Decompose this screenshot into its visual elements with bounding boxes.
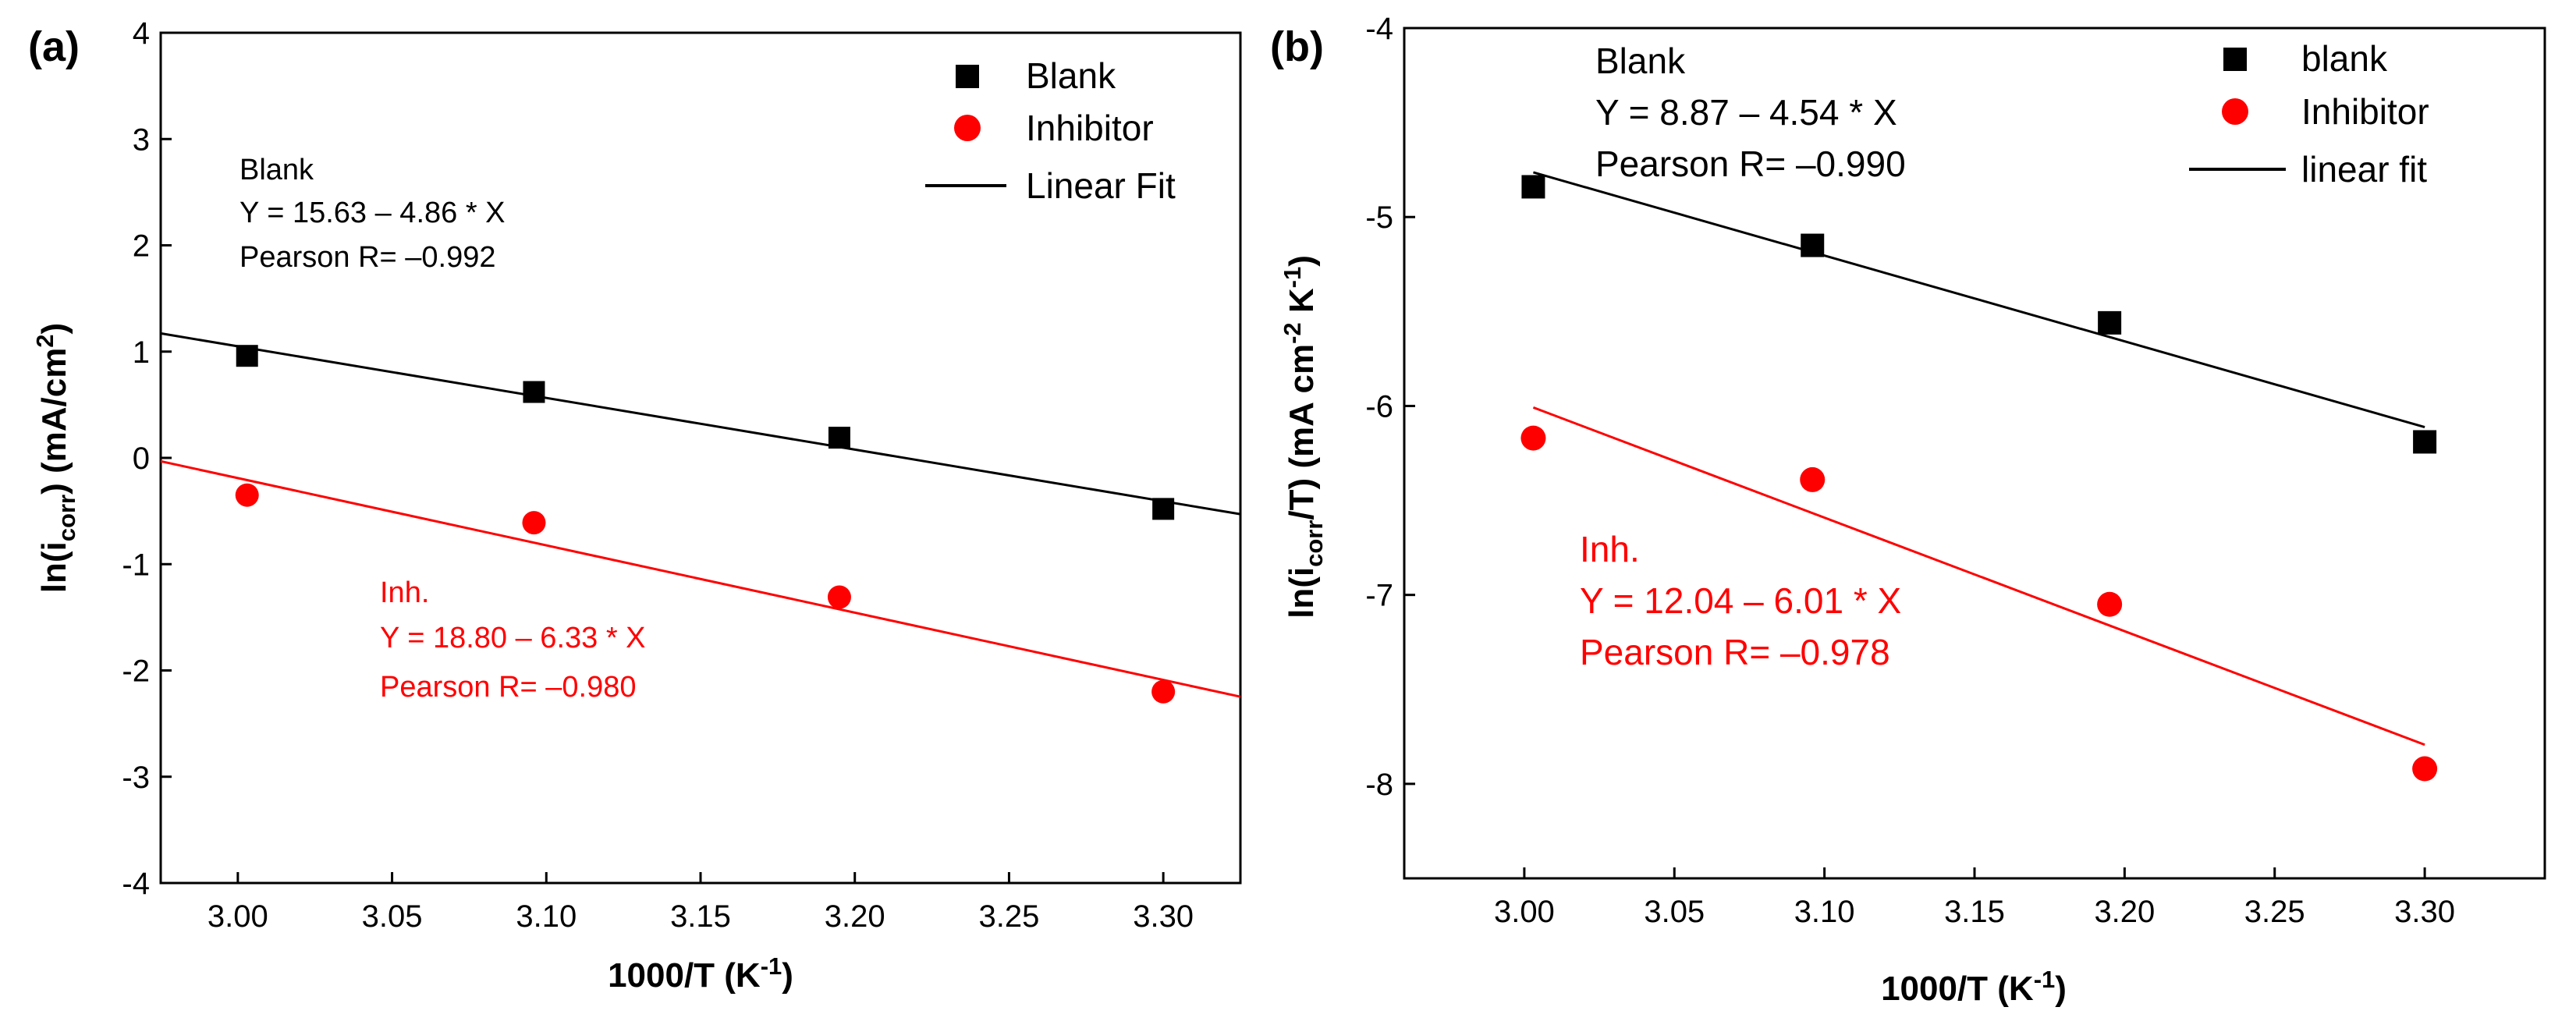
panel-b-inhibitor-annotation-equation: Y = 12.04 – 6.01 * X [1580, 580, 1901, 621]
panel-b-fit-lines [1532, 171, 2425, 747]
panel-a-point-blank [523, 381, 545, 403]
panel-b-point-inhibitor [2097, 591, 2123, 617]
panel-b-blank-annotation: Blank Y = 8.87 – 4.54 * X Pearson R= –0.… [1595, 41, 1906, 184]
panel-a-legend-fit-label: Linear Fit [1026, 165, 1176, 206]
panel-a-x-tick-label: 3.00 [208, 899, 268, 934]
panel-a-y-tick-label: 4 [133, 16, 150, 51]
panel-b-fit-line-blank [1533, 171, 2425, 429]
panel-a-label: (a) [28, 23, 80, 70]
panel-a-blank-annotation-pearson: Pearson R= –0.992 [240, 241, 496, 274]
panel-b-x-tick-label: 3.05 [1644, 895, 1705, 929]
panel-a-blank-annotation: Blank Y = 15.63 – 4.86 * X Pearson R= –0… [240, 154, 506, 274]
panel-b-legend-fit-label: linear fit [2301, 149, 2427, 190]
panel-a-point-blank [1152, 498, 1175, 520]
panel-a-point-inhibitor [235, 483, 259, 507]
panel-b-blank-annotation-pearson: Pearson R= –0.990 [1595, 144, 1906, 184]
panel-b-x-tick-label: 3.00 [1494, 895, 1555, 929]
panel-b-y-axis-title: ln(icorr/T) (mA cm-2 K-1) [1279, 255, 1328, 619]
panel-b-inhibitor-annotation: Inh. Y = 12.04 – 6.01 * X Pearson R= –0.… [1580, 529, 1901, 672]
panel-a-x-tick-label: 3.15 [670, 899, 731, 934]
panel-a-y-tick-label: 2 [133, 229, 150, 264]
panel-b-x-tick-label: 3.15 [1944, 895, 2005, 929]
panel-a-inhibitor-annotation-pearson: Pearson R= –0.980 [380, 671, 637, 704]
panel-b-label: (b) [1270, 23, 1324, 70]
panel-b-legend-blank-marker [2223, 48, 2247, 71]
panel-b-y-tick-label: -5 [1365, 200, 1393, 235]
panel-b-x-tick-label: 3.10 [1794, 895, 1855, 929]
panel-a-y-tick-label: 0 [133, 442, 150, 476]
panel-a-legend-blank-label: Blank [1026, 55, 1116, 96]
panel-a-y-tick-label: -3 [122, 761, 150, 795]
panel-b-x-tick-label: 3.30 [2394, 895, 2455, 929]
panel-b-y-tick-label: -8 [1365, 768, 1393, 802]
panel-a-inhibitor-annotation-equation: Y = 18.80 – 6.33 * X [380, 622, 646, 654]
panel-b-legend: blank Inhibitor linear fit [2189, 38, 2429, 190]
panel-a-y-tick-label: -4 [122, 867, 150, 901]
panel-a-fit-line-blank [160, 332, 1241, 516]
panel-b-point-inhibitor [1520, 425, 1546, 451]
panel-a-x-tick-label: 3.05 [362, 899, 423, 934]
panel-b-point-blank [1801, 233, 1825, 257]
panel-b: (b) -8-7-6-5-4 3.00 3.05 3.10 3.15 3.20 3.25 3… [1270, 12, 2546, 1008]
panel-b-blank-annotation-equation: Y = 8.87 – 4.54 * X [1595, 92, 1897, 133]
panel-a-x-tick-label: 3.30 [1133, 899, 1194, 934]
panel-a-x-axis-title: 1000/T (K-1) [608, 952, 793, 995]
panel-a-data-points [235, 345, 1176, 704]
panel-b-point-blank [2098, 310, 2122, 335]
panel-a-fit-lines [160, 332, 1241, 698]
panel-a-y-ticks: -4 -3 -2 -1 0 1 2 3 4 [122, 16, 172, 901]
panel-a-inhibitor-annotation-title: Inh. [380, 576, 429, 609]
panel-b-point-blank [1521, 175, 1545, 199]
panel-b-legend-inhibitor-label: Inhibitor [2301, 91, 2429, 132]
panel-a-y-axis-title: ln(icorr) (mA/cm2) [31, 323, 80, 593]
panel-a-legend-blank-marker [956, 65, 979, 88]
panel-b-x-ticks: 3.00 3.05 3.10 3.15 3.20 3.25 3.30 [1494, 867, 2455, 929]
panel-b-y-tick-label: -4 [1365, 12, 1393, 46]
panel-a-point-inhibitor [522, 511, 546, 535]
panel-a-point-inhibitor [827, 585, 851, 609]
panel-b-fit-line-inhibitor [1532, 406, 2425, 747]
panel-b-point-inhibitor [1800, 466, 1826, 492]
panel-a-blank-annotation-title: Blank [240, 154, 314, 186]
panel-b-legend-blank-label: blank [2301, 38, 2388, 79]
panel-a-legend-inhibitor-marker [954, 115, 981, 141]
panel-b-data-points [1520, 175, 2438, 782]
panel-b-plot-area: -8 -7 -6 -5 -4 3.00 3.05 3.10 3.15 3.20 3.25 3.30 [1365, 12, 2546, 929]
panel-a-y-tick-label: 3 [133, 122, 150, 157]
panel-a-fit-line-inhibitor [160, 459, 1241, 698]
panel-a-blank-annotation-equation: Y = 15.63 – 4.86 * X [240, 197, 506, 229]
panel-a-y-tick-label: -2 [122, 654, 150, 689]
panel-a-x-tick-label: 3.20 [825, 899, 885, 934]
panel-a-legend: Blank Inhibitor Linear Fit [925, 55, 1176, 206]
panel-a-x-ticks: 3.00 3.05 3.10 3.15 3.20 3.25 3.30 [208, 872, 1194, 934]
panel-b-point-inhibitor [2412, 756, 2438, 782]
panel-a-x-tick-label: 3.25 [978, 899, 1039, 934]
panel-a-y-tick-label: 1 [133, 335, 150, 370]
panel-a-legend-inhibitor-label: Inhibitor [1026, 108, 1154, 148]
panel-b-x-tick-label: 3.25 [2244, 895, 2305, 929]
panel-b-x-tick-label: 3.20 [2094, 895, 2155, 929]
panel-b-inhibitor-annotation-pearson: Pearson R= –0.978 [1580, 632, 1890, 672]
panel-b-y-ticks: -8 -7 -6 -5 -4 [1365, 12, 1415, 802]
panel-a-y-tick-label: -1 [122, 548, 150, 582]
panel-a-point-inhibitor [1151, 679, 1176, 704]
panel-a-point-blank [828, 427, 850, 449]
panel-a-point-blank [236, 345, 258, 367]
panel-b-x-axis-title: 1000/T (K-1) [1881, 966, 2067, 1008]
panel-b-y-tick-label: -6 [1365, 389, 1393, 424]
panel-b-inhibitor-annotation-title: Inh. [1580, 529, 1640, 569]
panel-b-y-tick-label: -7 [1365, 579, 1393, 613]
panel-a-x-tick-label: 3.10 [516, 899, 577, 934]
panel-a-inhibitor-annotation: Inh. Y = 18.80 – 6.33 * X Pearson R= –0.… [380, 576, 646, 704]
panel-b-legend-inhibitor-marker [2222, 98, 2248, 125]
panel-b-blank-annotation-title: Blank [1595, 41, 1686, 81]
panel-b-point-blank [2413, 430, 2437, 454]
